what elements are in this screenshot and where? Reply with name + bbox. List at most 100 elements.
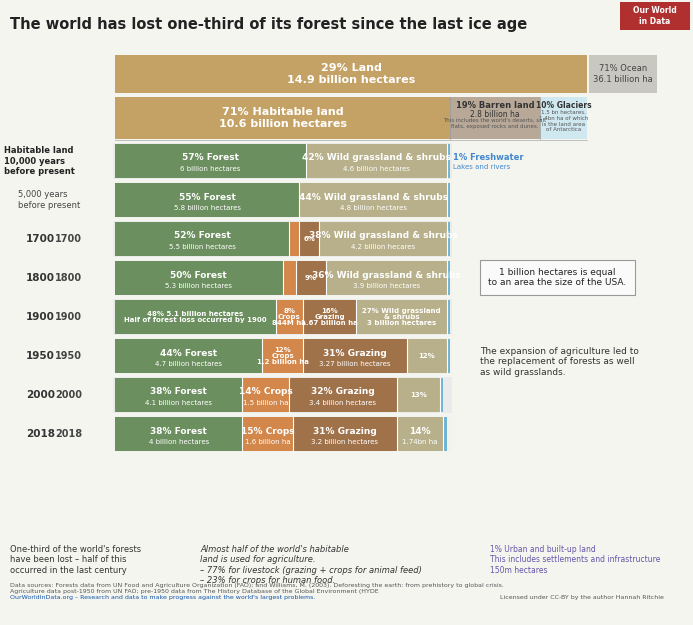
Text: 48% 5.1 billion hectares: 48% 5.1 billion hectares — [148, 311, 243, 317]
Text: 5,000 years
before present: 5,000 years before present — [18, 190, 80, 210]
Text: 5.8 billion hectares: 5.8 billion hectares — [174, 205, 240, 211]
Text: 1.5 bn hectares.
1.4bn ha of which
is the land area
of Antarctica: 1.5 bn hectares. 1.4bn ha of which is th… — [538, 110, 588, 132]
Text: Lakes and rivers: Lakes and rivers — [453, 164, 510, 170]
Text: 55% Forest: 55% Forest — [179, 192, 236, 201]
Text: 1950: 1950 — [55, 351, 82, 361]
Text: 71% Habitable land
10.6 billion hectares: 71% Habitable land 10.6 billion hectares — [218, 107, 346, 129]
Bar — [407, 339, 447, 373]
Bar — [440, 378, 444, 412]
Bar — [115, 55, 587, 93]
Bar — [113, 416, 452, 452]
Text: 3.4 billion hectares: 3.4 billion hectares — [309, 400, 376, 406]
Text: 3.2 billion hectares: 3.2 billion hectares — [311, 439, 378, 445]
Bar — [450, 97, 540, 139]
Text: 44% Wild grassland & shrubs: 44% Wild grassland & shrubs — [299, 192, 448, 201]
Text: 3 billion hectares: 3 billion hectares — [367, 320, 436, 326]
Text: 3.9 billion hectares: 3.9 billion hectares — [353, 283, 420, 289]
Bar — [396, 417, 444, 451]
Bar — [303, 300, 356, 334]
Text: 844M ha: 844M ha — [272, 320, 306, 326]
Text: 50% Forest: 50% Forest — [170, 271, 227, 279]
Text: 10% Glaciers: 10% Glaciers — [536, 101, 591, 110]
Text: 14%: 14% — [409, 426, 431, 436]
Text: 71% Ocean
36.1 billion ha: 71% Ocean 36.1 billion ha — [593, 64, 653, 84]
Text: 1800: 1800 — [55, 273, 82, 283]
Bar — [540, 97, 587, 139]
Text: Crops: Crops — [271, 353, 294, 359]
Bar — [289, 378, 396, 412]
Text: 4.8 billion hectares: 4.8 billion hectares — [340, 205, 407, 211]
Text: 1.5 billion ha: 1.5 billion ha — [243, 400, 288, 406]
Text: This includes the world's deserts, salt
flats, exposed rocks and dunes.: This includes the world's deserts, salt … — [444, 118, 547, 129]
Text: 2018: 2018 — [26, 429, 55, 439]
Text: Licensed under CC-BY by the author Hannah Ritchie: Licensed under CC-BY by the author Hanna… — [500, 595, 664, 600]
Text: 1.67 billion ha: 1.67 billion ha — [301, 320, 358, 326]
Text: 5.5 billion hectares: 5.5 billion hectares — [168, 244, 236, 250]
Bar — [115, 417, 243, 451]
Text: 12%: 12% — [419, 353, 435, 359]
Bar — [113, 299, 452, 335]
Text: Habitable land
10,000 years
before present: Habitable land 10,000 years before prese… — [4, 146, 75, 176]
Bar — [113, 182, 452, 218]
Text: 29% Land
14.9 billion hectares: 29% Land 14.9 billion hectares — [287, 63, 415, 85]
Bar — [115, 222, 289, 256]
Text: 1900: 1900 — [26, 312, 55, 322]
Bar — [115, 339, 263, 373]
Text: 2018: 2018 — [55, 429, 82, 439]
Text: One-third of the world's forests
have been lost – half of this
occurred in the l: One-third of the world's forests have be… — [10, 545, 141, 575]
Text: Almost half of the world's habitable
land is used for agriculture.
– 77% for liv: Almost half of the world's habitable lan… — [200, 545, 422, 585]
Text: 15% Crops: 15% Crops — [240, 426, 295, 436]
Text: OurWorldInData.org – Research and data to make progress against the world's larg: OurWorldInData.org – Research and data t… — [10, 595, 315, 600]
Bar — [243, 417, 292, 451]
Text: 31% Grazing: 31% Grazing — [313, 426, 376, 436]
Bar — [115, 300, 276, 334]
Text: 57% Forest: 57% Forest — [182, 154, 239, 162]
Text: 4.1 billion hectares: 4.1 billion hectares — [145, 400, 212, 406]
Text: 4.6 billion hectares: 4.6 billion hectares — [343, 166, 410, 172]
Text: Data sources: Forests data from UN Food and Agriculture Organization (FAO); and : Data sources: Forests data from UN Food … — [10, 583, 504, 594]
Text: 32% Grazing: 32% Grazing — [311, 388, 375, 396]
Bar — [326, 261, 447, 295]
Text: 2000: 2000 — [55, 390, 82, 400]
Text: 16%: 16% — [321, 308, 338, 314]
Bar — [243, 378, 289, 412]
Text: 5.3 billion hectares: 5.3 billion hectares — [165, 283, 232, 289]
Text: The expansion of agriculture led to
the replacement of forests as well
as wild g: The expansion of agriculture led to the … — [480, 347, 639, 377]
Text: Our World
in Data: Our World in Data — [633, 6, 677, 26]
Text: 14% Crops: 14% Crops — [239, 388, 292, 396]
Bar — [113, 338, 452, 374]
Bar — [283, 261, 296, 295]
Bar — [447, 144, 450, 178]
Text: Half of forest loss occurred by 1900: Half of forest loss occurred by 1900 — [124, 317, 267, 323]
Bar — [113, 221, 452, 257]
Text: 4.2 billion hecares: 4.2 billion hecares — [351, 244, 415, 250]
Bar — [356, 300, 447, 334]
Text: 4 billion hectares: 4 billion hectares — [148, 439, 209, 445]
Bar — [113, 143, 452, 179]
Bar — [589, 55, 657, 93]
Text: 38% Forest: 38% Forest — [150, 426, 207, 436]
Text: 1800: 1800 — [26, 273, 55, 283]
Text: 31% Grazing: 31% Grazing — [323, 349, 387, 358]
Bar — [319, 222, 447, 256]
Text: 52% Forest: 52% Forest — [174, 231, 231, 241]
Text: 1.74bn ha: 1.74bn ha — [402, 439, 438, 445]
Bar — [620, 2, 690, 30]
Text: 1% Urban and built-up land
This includes settlements and infrastructure
150m hec: 1% Urban and built-up land This includes… — [490, 545, 660, 575]
Text: 12%: 12% — [274, 347, 291, 353]
Bar — [115, 378, 243, 412]
Text: 36% Wild grassland & shrubs: 36% Wild grassland & shrubs — [312, 271, 461, 279]
Text: 27% Wild grassland: 27% Wild grassland — [362, 308, 441, 314]
Bar — [447, 339, 450, 373]
Bar — [299, 222, 319, 256]
Bar — [115, 144, 306, 178]
Bar — [115, 183, 299, 217]
Text: 1.2 billion ha: 1.2 billion ha — [256, 359, 308, 365]
Bar — [292, 417, 396, 451]
Bar — [299, 183, 447, 217]
Bar — [296, 261, 326, 295]
Text: 3.27 billion hectares: 3.27 billion hectares — [319, 361, 390, 367]
Text: 6%: 6% — [304, 236, 315, 242]
Bar — [444, 417, 447, 451]
Text: Grazing: Grazing — [314, 314, 345, 320]
